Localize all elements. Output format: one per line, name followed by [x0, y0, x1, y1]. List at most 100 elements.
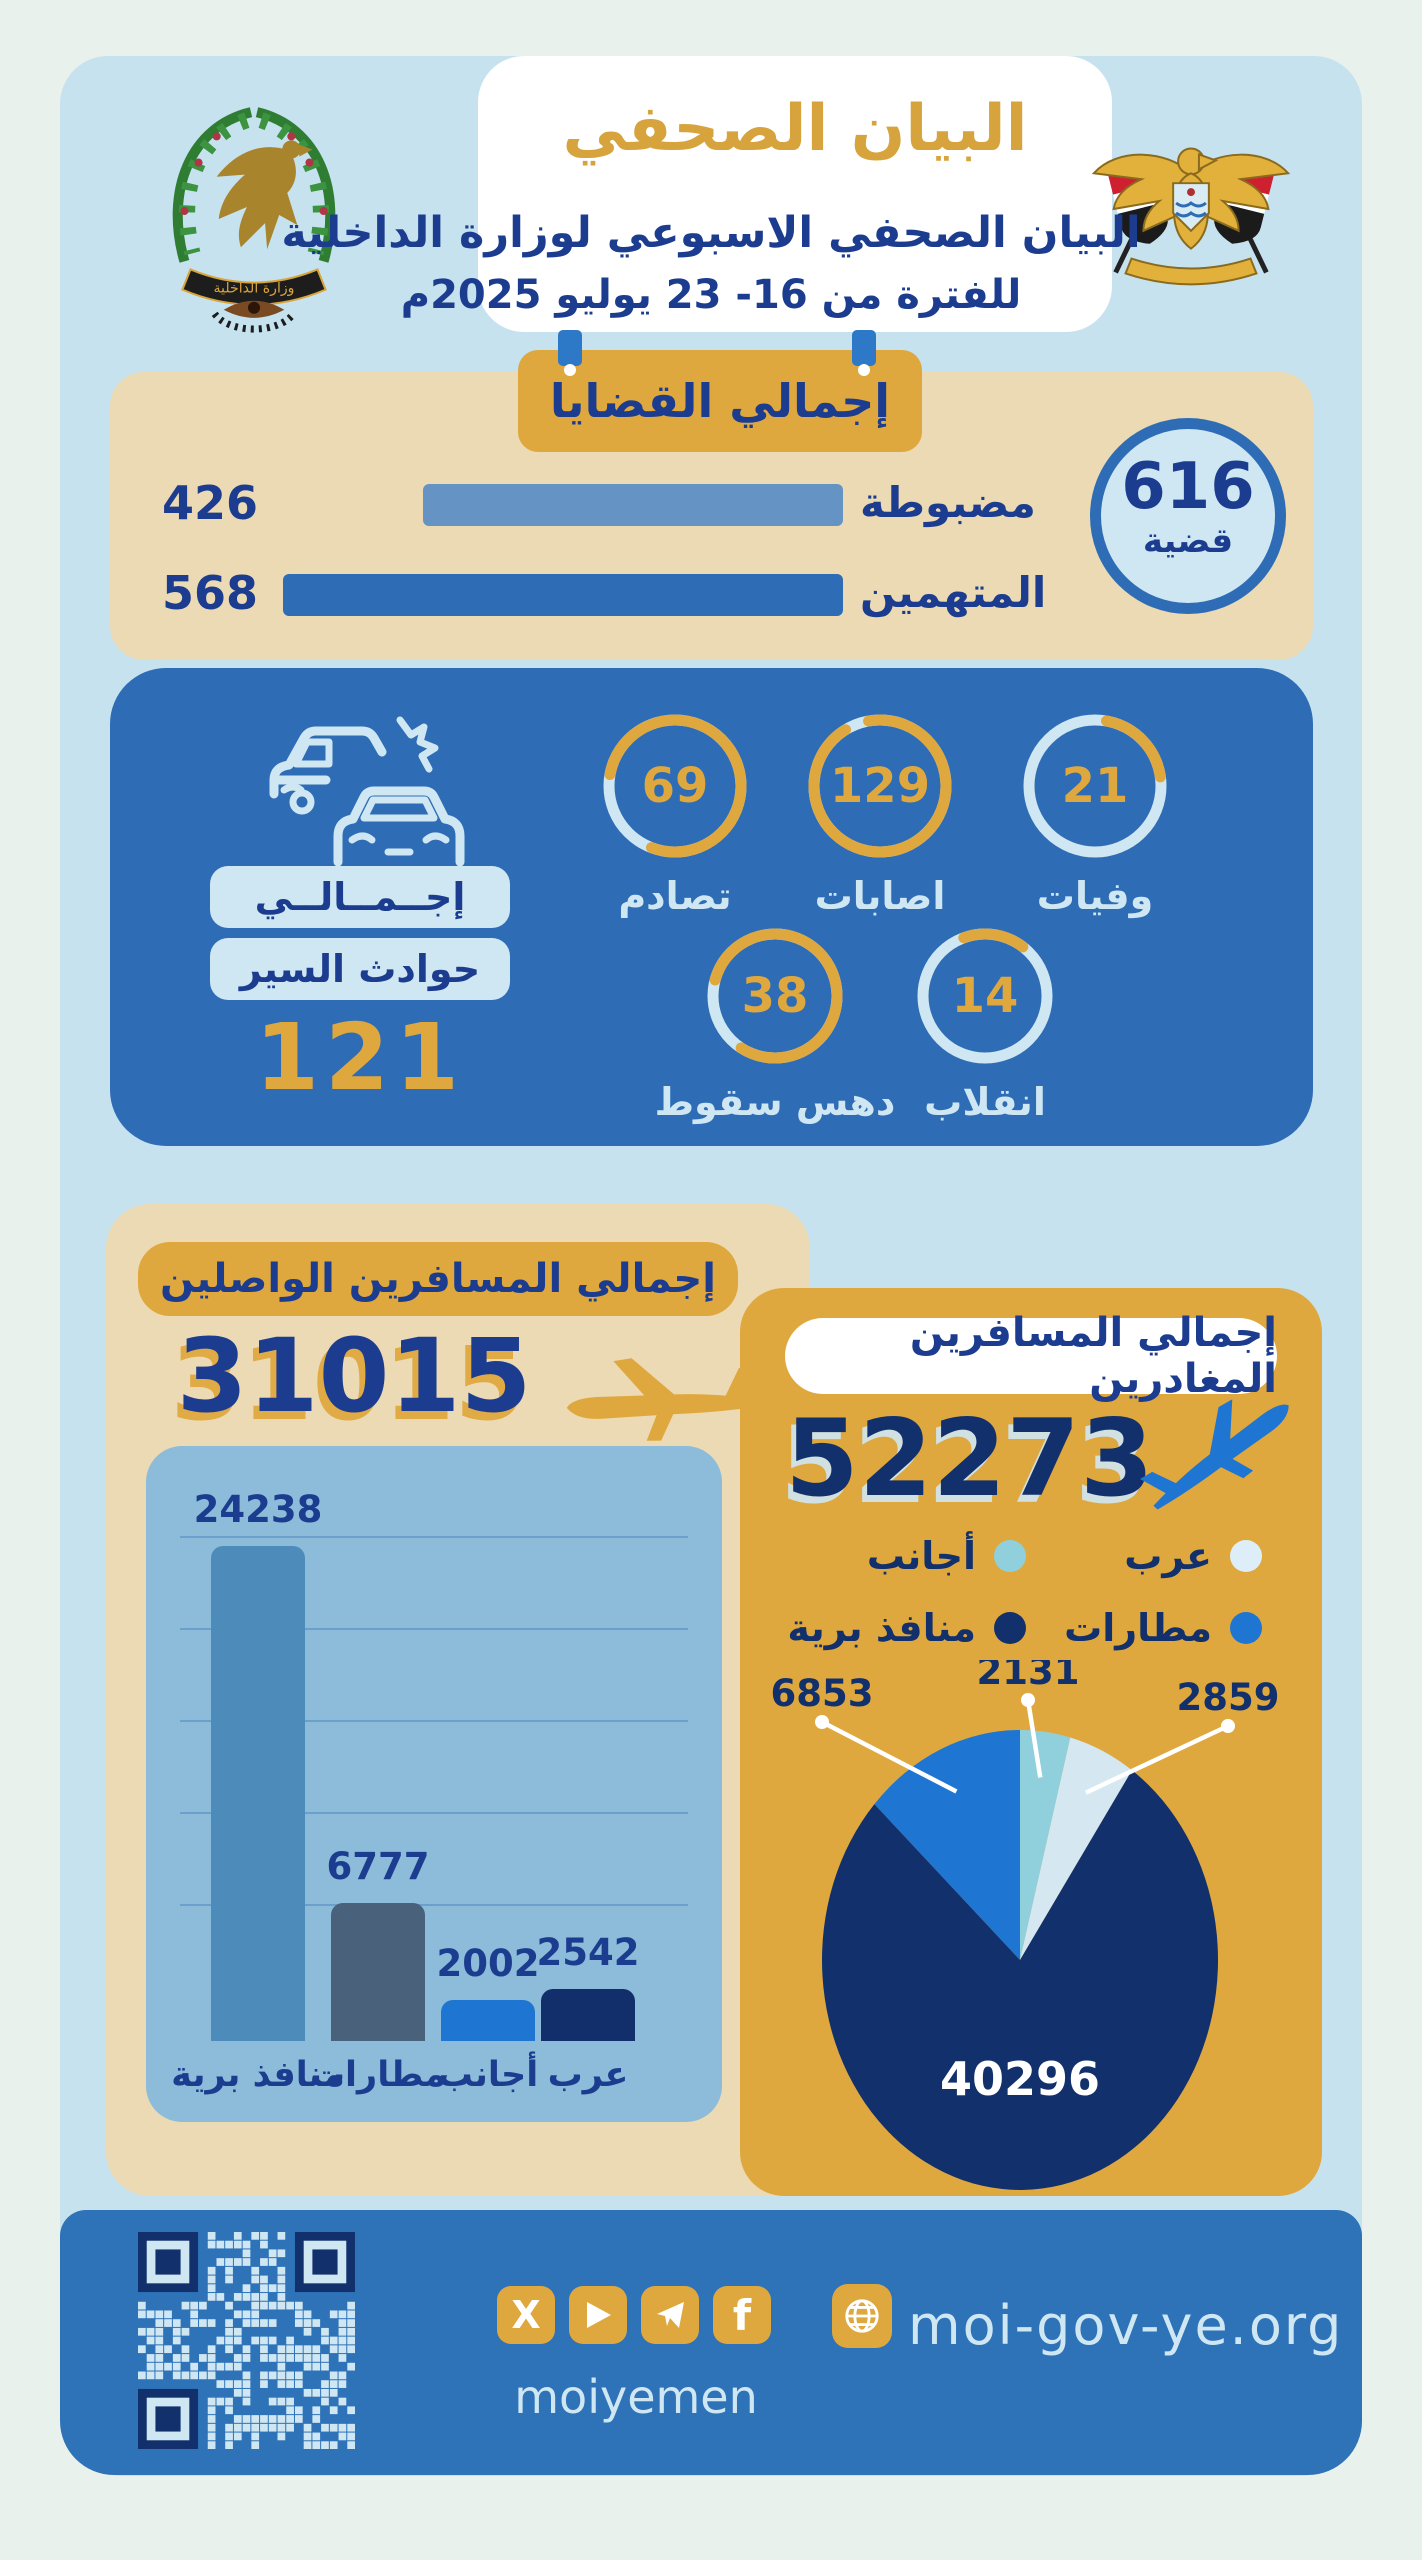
- traffic-stat: 14 انقلاب: [853, 924, 1117, 1124]
- total-cases-value: 616: [1121, 450, 1255, 524]
- pie-inner-label: 40296: [940, 2052, 1100, 2106]
- case-bar: [423, 484, 843, 526]
- gridline: [180, 1720, 688, 1722]
- takeoff-plane-icon: [1109, 1351, 1339, 1565]
- traffic-stat: 69 تصادم: [539, 710, 811, 918]
- case-row: 568 المتهمين: [110, 566, 1313, 626]
- bar-1: [331, 1903, 425, 2041]
- bar-value: 6777: [326, 1845, 430, 1888]
- case-bar: [283, 574, 843, 616]
- traffic-stat: 21 وفيات: [959, 710, 1231, 918]
- wreath-leaves-left: [178, 112, 250, 256]
- stat-ring: 14: [913, 924, 1057, 1068]
- pie-slice-4: [874, 1730, 1020, 1960]
- pie-slice-3: [821, 1770, 1218, 2190]
- legend-item-4: منافذ برية: [787, 1606, 1026, 1650]
- wreath-leaves-right: [258, 112, 330, 256]
- arrivals-banner: إجمالي المسافرين الواصلين: [138, 1242, 738, 1316]
- pie-label: 6853: [771, 1672, 874, 1715]
- pie-callout-dot: [1021, 1693, 1035, 1707]
- pie-label: 2131: [977, 1660, 1080, 1693]
- stat-ring: 69: [599, 710, 751, 862]
- stat-label: اصابات: [814, 874, 946, 918]
- x-icon[interactable]: X: [497, 2286, 555, 2344]
- moi-logo: وزارة الداخلية: [172, 107, 336, 333]
- website-link[interactable]: moi-gov-ye.org: [908, 2294, 1344, 2357]
- stat-value: 129: [829, 758, 931, 814]
- bar-value: 2002: [436, 1942, 540, 1985]
- traffic-accidents-label: حوادث السير: [210, 938, 510, 1000]
- qr-code: [138, 2232, 355, 2449]
- stat-value: 69: [641, 758, 709, 814]
- pie-callout-dot: [815, 1715, 829, 1729]
- legend-dot: [994, 1612, 1026, 1644]
- departures-pie-chart: 6853 2131 2859 40296: [771, 1660, 1280, 2190]
- facebook-icon[interactable]: f: [713, 2286, 771, 2344]
- cases-banner-label: إجمالي القضايا: [549, 374, 891, 428]
- chest-shield-icon: [1172, 182, 1210, 233]
- arrivals-plot-area: 24238 منافذ برية 6777 مطارات 2002 أجانب 2542 عر…: [171, 1488, 688, 2095]
- telegram-icon[interactable]: [641, 2286, 699, 2344]
- ribbon: [181, 268, 327, 306]
- bar-category: عرب: [547, 2055, 629, 2095]
- youtube-icon[interactable]: [569, 2286, 627, 2344]
- pie-callout-line: [1084, 1723, 1229, 1795]
- landing-plane-icon: [545, 1316, 778, 1478]
- total-cases-unit: قضية: [1142, 521, 1234, 561]
- pie-callout-line: [820, 1720, 958, 1794]
- bar-value: 24238: [193, 1488, 323, 1531]
- legend-dot: [1230, 1540, 1262, 1572]
- legend-label: مطارات: [1064, 1606, 1212, 1650]
- case-value: 568: [161, 566, 259, 620]
- stat-label: وفيات: [1036, 874, 1154, 918]
- stat-value: 21: [1061, 758, 1129, 814]
- arrivals-total-value: 31015: [176, 1317, 532, 1436]
- pie-slice-1: [1020, 1730, 1071, 1960]
- departures-card: إجمالي المسافرين المغادرين 52273 عرب أجان…: [740, 1288, 1322, 2196]
- yemen-emblem: [1091, 147, 1291, 286]
- traffic-total-label: إجــمــالــي: [210, 866, 510, 928]
- departures-total-value: 52273: [785, 1397, 1154, 1520]
- traffic-stat: 38 دهس سقوط: [643, 924, 907, 1124]
- bar-category: مطارات: [309, 2055, 447, 2095]
- departures-banner: إجمالي المسافرين المغادرين: [785, 1310, 1277, 1402]
- car-crash-icon: [269, 716, 465, 867]
- total-cases-badge: 616 قضية: [1090, 418, 1286, 614]
- pie-label: 2859: [1177, 1676, 1280, 1719]
- stat-label: تصادم: [618, 874, 732, 918]
- traffic-stat: 129 اصابات: [744, 710, 1016, 918]
- gridline: [180, 1536, 688, 1538]
- ring-svg: [917, 928, 1053, 1064]
- pie-callout-dot: [1221, 1719, 1235, 1733]
- pin-icon: [558, 330, 582, 376]
- legend-label: منافذ برية: [787, 1606, 976, 1650]
- stat-label: دهس سقوط: [654, 1080, 896, 1124]
- globe-icon[interactable]: [832, 2284, 892, 2348]
- case-label: مضبوطة: [860, 478, 1036, 527]
- page-title: البيان الصحفي: [562, 92, 1028, 166]
- case-value: 426: [161, 476, 259, 530]
- bar-2: [441, 2000, 535, 2041]
- legend-label: أجانب: [866, 1534, 976, 1578]
- bar-category: منافذ برية: [171, 2055, 345, 2095]
- title-tab: [478, 56, 1112, 332]
- traffic-total-value: 121: [254, 1004, 466, 1111]
- traffic-stats: 69 تصادم 129 اصابات 21 وفيات 38 دهس سقوط 14 انقلا…: [110, 668, 1313, 1146]
- stat-label: انقلاب: [924, 1080, 1046, 1124]
- stat-value: 38: [741, 968, 809, 1024]
- eagle-icon: [216, 140, 313, 250]
- case-row: 426 مضبوطة: [110, 476, 1313, 536]
- arrivals-bar-chart: 24238 منافذ برية 6777 مطارات 2002 أجانب 2542 عر…: [146, 1446, 722, 2122]
- ring-svg: [808, 714, 952, 858]
- ring-svg: [707, 928, 843, 1064]
- pin-icon: [852, 330, 876, 376]
- stat-ring: 21: [1019, 710, 1171, 862]
- stat-ring: 38: [703, 924, 847, 1068]
- case-label: المتهمين: [860, 568, 1047, 617]
- legend-item-3: مطارات: [1064, 1606, 1262, 1650]
- ring-svg: [1023, 714, 1167, 858]
- stat-value: 14: [951, 968, 1019, 1024]
- arrivals-card: إجمالي المسافرين الواصلين 31015 24238 منا…: [106, 1204, 810, 2196]
